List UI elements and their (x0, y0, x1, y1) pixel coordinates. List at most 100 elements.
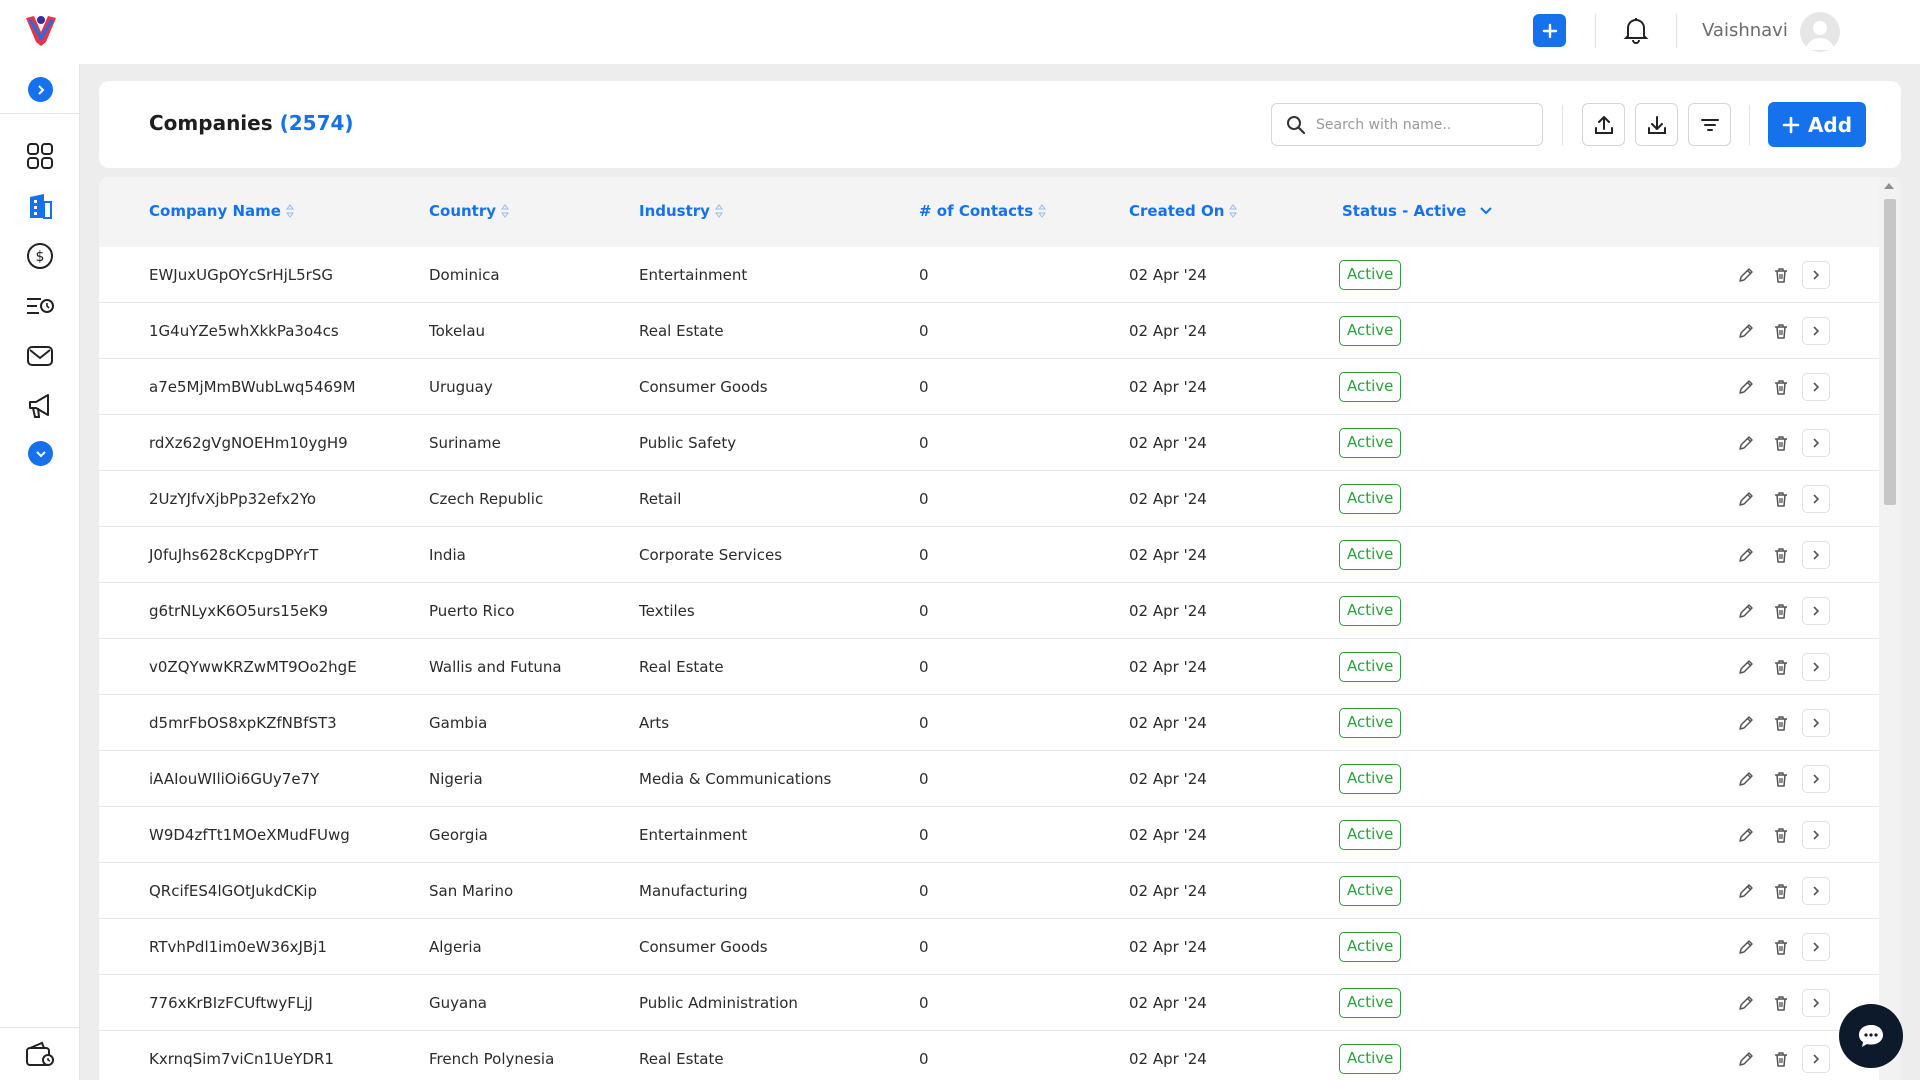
user-name[interactable]: Vaishnavi (1702, 20, 1788, 41)
filter-button[interactable] (1688, 103, 1731, 146)
view-details-button[interactable] (1802, 485, 1830, 513)
delete-button[interactable] (1767, 261, 1795, 289)
sidebar-item-tasks[interactable] (24, 290, 56, 322)
sidebar-item-companies[interactable] (24, 190, 56, 222)
logo-icon[interactable] (22, 12, 60, 50)
cell-contacts: 0 (919, 770, 929, 788)
delete-button[interactable] (1767, 933, 1795, 961)
edit-button[interactable] (1732, 821, 1760, 849)
view-details-button[interactable] (1802, 765, 1830, 793)
view-details-button[interactable] (1802, 653, 1830, 681)
table-row[interactable]: iAAIouWIliOi6GUy7e7Y Nigeria Media & Commu… (99, 751, 1879, 807)
add-button-label: Add (1807, 112, 1853, 137)
view-details-button[interactable] (1802, 1045, 1830, 1073)
view-details-button[interactable] (1802, 429, 1830, 457)
sidebar-item-wallet[interactable] (24, 1039, 56, 1071)
notifications-button[interactable] (1620, 14, 1652, 46)
edit-button[interactable] (1732, 485, 1760, 513)
cell-industry: Consumer Goods (639, 938, 768, 956)
table-row[interactable]: EWJuxUGpOYcSrHjL5rSG Dominica Entertainmen… (99, 247, 1879, 303)
table-row[interactable]: a7e5MjMmBWubLwq5469M Uruguay Consumer Good… (99, 359, 1879, 415)
view-details-button[interactable] (1802, 933, 1830, 961)
sidebar-divider (0, 113, 80, 114)
table-row[interactable]: KxrnqSim7viCn1UeYDR1 French Polynesia Real… (99, 1031, 1879, 1080)
sidebar-item-dashboard[interactable] (24, 140, 56, 172)
delete-button[interactable] (1767, 1045, 1795, 1073)
view-details-button[interactable] (1802, 317, 1830, 345)
sidebar-item-campaigns[interactable] (24, 390, 56, 422)
table-row[interactable]: QRcifES4lGOtJukdCKip San Marino Manufactur… (99, 863, 1879, 919)
column-header-industry[interactable]: Industry (639, 202, 723, 220)
cell-country: Suriname (429, 434, 501, 452)
view-details-button[interactable] (1802, 989, 1830, 1017)
delete-button[interactable] (1767, 989, 1795, 1017)
column-header-created-on[interactable]: Created On (1129, 202, 1238, 220)
table-row[interactable]: g6trNLyxK6O5urs15eK9 Puerto Rico Textiles 0… (99, 583, 1879, 639)
delete-button[interactable] (1767, 821, 1795, 849)
delete-button[interactable] (1767, 653, 1795, 681)
view-details-button[interactable] (1802, 821, 1830, 849)
delete-button[interactable] (1767, 429, 1795, 457)
edit-button[interactable] (1732, 261, 1760, 289)
scroll-up-arrow[interactable] (1884, 183, 1894, 189)
table-row[interactable]: W9D4zfTt1MOeXMudFUwg Georgia Entertainment… (99, 807, 1879, 863)
upload-button[interactable] (1582, 103, 1625, 146)
table-scrollbar[interactable] (1879, 177, 1901, 1080)
edit-button[interactable] (1732, 541, 1760, 569)
edit-button[interactable] (1732, 597, 1760, 625)
view-details-button[interactable] (1802, 709, 1830, 737)
chat-button[interactable] (1839, 1004, 1903, 1068)
download-button[interactable] (1635, 103, 1678, 146)
edit-button[interactable] (1732, 765, 1760, 793)
status-filter-dropdown[interactable]: Status - Active (1342, 202, 1493, 220)
search-field[interactable] (1271, 103, 1543, 146)
delete-button[interactable] (1767, 709, 1795, 737)
edit-button[interactable] (1732, 653, 1760, 681)
cell-company-name: a7e5MjMmBWubLwq5469M (149, 378, 356, 396)
scroll-thumb[interactable] (1884, 199, 1896, 505)
table-row[interactable]: rdXz62gVgNOEHm10ygH9 Suriname Public Safet… (99, 415, 1879, 471)
quick-add-button[interactable] (1533, 14, 1566, 47)
view-details-button[interactable] (1802, 541, 1830, 569)
table-row[interactable]: 1G4uYZe5whXkkPa3o4cs Tokelau Real Estate 0 0… (99, 303, 1879, 359)
chevron-right-icon (1813, 606, 1820, 616)
cell-industry: Media & Communications (639, 770, 832, 788)
delete-button[interactable] (1767, 597, 1795, 625)
view-details-button[interactable] (1802, 877, 1830, 905)
sidebar-item-email[interactable] (24, 340, 56, 372)
edit-button[interactable] (1732, 1045, 1760, 1073)
view-details-button[interactable] (1802, 597, 1830, 625)
view-details-button[interactable] (1802, 373, 1830, 401)
delete-button[interactable] (1767, 317, 1795, 345)
delete-button[interactable] (1767, 485, 1795, 513)
column-header-contacts[interactable]: # of Contacts (919, 202, 1047, 220)
delete-button[interactable] (1767, 541, 1795, 569)
add-company-button[interactable]: Add (1768, 102, 1866, 147)
edit-button[interactable] (1732, 933, 1760, 961)
delete-button[interactable] (1767, 373, 1795, 401)
column-header-country[interactable]: Country (429, 202, 510, 220)
table-row[interactable]: 2UzYJfvXjbPp32efx2Yo Czech Republic Retail… (99, 471, 1879, 527)
edit-button[interactable] (1732, 373, 1760, 401)
table-row[interactable]: J0fuJhs628cKcpgDPYrT India Corporate Servi… (99, 527, 1879, 583)
edit-button[interactable] (1732, 429, 1760, 457)
table-row[interactable]: RTvhPdl1im0eW36xJBj1 Algeria Consumer Good… (99, 919, 1879, 975)
edit-button[interactable] (1732, 877, 1760, 905)
expand-sidebar-button[interactable] (28, 77, 53, 102)
delete-button[interactable] (1767, 765, 1795, 793)
edit-button[interactable] (1732, 317, 1760, 345)
search-input[interactable] (1316, 116, 1536, 133)
view-details-button[interactable] (1802, 261, 1830, 289)
delete-button[interactable] (1767, 877, 1795, 905)
column-header-company-name[interactable]: Company Name (149, 202, 294, 220)
cell-industry: Real Estate (639, 1050, 724, 1068)
more-menu-button[interactable] (28, 441, 53, 466)
cell-industry: Real Estate (639, 658, 724, 676)
avatar[interactable] (1800, 12, 1840, 52)
table-row[interactable]: v0ZQYwwKRZwMT9Oo2hgE Wallis and Futuna Rea… (99, 639, 1879, 695)
table-row[interactable]: d5mrFbOS8xpKZfNBfST3 Gambia Arts 0 02 Apr '2… (99, 695, 1879, 751)
edit-button[interactable] (1732, 709, 1760, 737)
sidebar-item-deals[interactable]: $ (24, 240, 56, 272)
edit-button[interactable] (1732, 989, 1760, 1017)
table-row[interactable]: 776xKrBIzFCUftwyFLjJ Guyana Public Adminis… (99, 975, 1879, 1031)
